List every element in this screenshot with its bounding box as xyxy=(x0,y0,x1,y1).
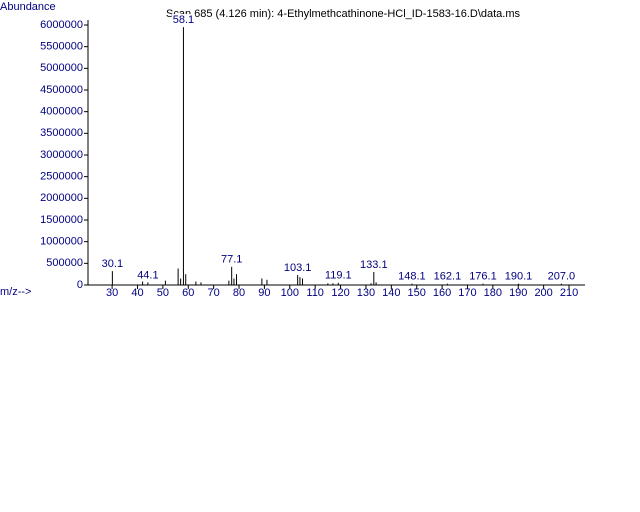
peak-label: 77.1 xyxy=(221,254,242,266)
x-tick-label: 80 xyxy=(233,287,245,299)
peak-label: 103.1 xyxy=(284,262,312,274)
x-tick-label: 160 xyxy=(433,287,451,299)
label-bg xyxy=(503,270,534,283)
y-tick-label: 5500000 xyxy=(40,41,83,53)
y-tick-label: 4000000 xyxy=(40,106,83,118)
label-bg xyxy=(359,258,389,271)
y-tick-label: 500000 xyxy=(46,257,83,269)
y-tick-label: 6000000 xyxy=(40,19,83,31)
x-tick-label: 110 xyxy=(306,287,324,299)
x-tick-label: 40 xyxy=(131,287,143,299)
x-tick-label: 90 xyxy=(258,287,270,299)
x-tick-label: 200 xyxy=(534,287,552,299)
y-tick-label: 2000000 xyxy=(40,192,83,204)
y-tick-label: 3000000 xyxy=(40,149,83,161)
x-tick-label: 100 xyxy=(281,287,299,299)
label-bg xyxy=(546,270,577,283)
y-tick-label: 4500000 xyxy=(40,84,83,96)
x-tick-label: 30 xyxy=(106,287,118,299)
y-tick-label: 3500000 xyxy=(40,127,83,139)
x-tick-label: 210 xyxy=(560,287,578,299)
label-bg xyxy=(171,14,196,27)
x-tick-label: 140 xyxy=(382,287,400,299)
peak-label: 190.1 xyxy=(505,271,533,283)
x-axis-label: m/z--> xyxy=(0,286,31,298)
peak-label: 30.1 xyxy=(102,258,123,270)
x-tick-label: 130 xyxy=(357,287,375,299)
peak-label: 119.1 xyxy=(325,270,352,282)
label-bg xyxy=(397,270,427,283)
y-tick-label: 1000000 xyxy=(40,236,83,248)
x-tick-label: 120 xyxy=(331,287,349,299)
peak-label: 162.1 xyxy=(434,271,462,283)
label-bg xyxy=(100,258,125,271)
peak-label: 207.0 xyxy=(548,271,576,283)
label-bg xyxy=(282,261,313,274)
x-tick-label: 50 xyxy=(157,287,169,299)
peak-label: 133.1 xyxy=(360,259,388,271)
x-tick-label: 190 xyxy=(509,287,527,299)
x-tick-label: 180 xyxy=(484,287,502,299)
label-bg xyxy=(136,269,160,282)
label-bg xyxy=(468,270,498,283)
x-tick-label: 60 xyxy=(182,287,194,299)
y-tick-label: 1500000 xyxy=(40,214,83,226)
y-tick-label: 5000000 xyxy=(40,62,83,74)
x-tick-label: 70 xyxy=(208,287,220,299)
label-bg xyxy=(432,270,463,283)
x-tick-label: 150 xyxy=(408,287,426,299)
label-bg xyxy=(323,269,353,282)
chart-title: Scan 685 (4.126 min): 4-Ethylmethcathino… xyxy=(166,8,521,20)
peak-label: 44.1 xyxy=(137,269,158,281)
y-axis-label: Abundance xyxy=(0,1,56,13)
peak-label: 58.1 xyxy=(173,14,194,26)
label-bg xyxy=(219,253,244,266)
x-tick-label: 170 xyxy=(458,287,476,299)
y-tick-label: 2500000 xyxy=(40,171,83,183)
peak-label: 176.1 xyxy=(469,271,497,283)
peak-label: 148.1 xyxy=(398,271,426,283)
y-tick-label: 0 xyxy=(77,279,83,291)
